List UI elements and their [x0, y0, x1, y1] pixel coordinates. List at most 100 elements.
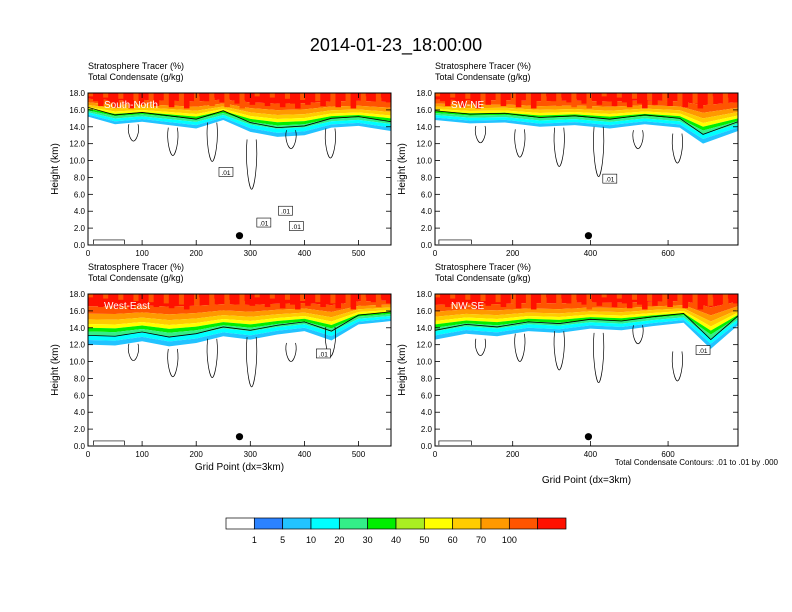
tracer-top-cell [647, 294, 653, 301]
x-tick-label: 500 [352, 249, 366, 258]
tracer-top-cell [103, 294, 109, 299]
tracer-top-cell [722, 93, 729, 107]
tracer-top-cell [375, 93, 382, 107]
tracer-top-cell [505, 294, 512, 299]
tracer-band-4 [435, 308, 738, 327]
tracer-top-cell [677, 294, 683, 304]
tracer-field [435, 294, 738, 446]
tracer-top-cell [672, 294, 678, 299]
condensate-contour-loop [474, 125, 486, 144]
tracer-top-cell [138, 294, 145, 306]
tracer-top-cell [380, 294, 387, 299]
y-tick-label: 6.0 [74, 190, 86, 199]
x-tick-label: 200 [190, 249, 204, 258]
condensate-contour-loop [671, 133, 683, 164]
tracer-top-cell [616, 294, 623, 299]
tracer-top-cell [118, 294, 124, 300]
tracer-top-cell [626, 93, 633, 108]
condensate-contour-surface [93, 239, 125, 245]
tracer-band-7 [88, 314, 391, 337]
tracer-top-cell [194, 93, 200, 105]
figure-title: 2014-01-23_18:00:00 [310, 35, 482, 56]
tracer-top-cell [611, 294, 618, 308]
tracer-top-cell [520, 294, 527, 300]
tracer-top-cell [158, 294, 165, 299]
tracer-top-cell [530, 93, 537, 109]
condensate-contour-loop [167, 127, 179, 156]
tracer-top-cell [470, 294, 476, 305]
y-tick-label: 10.0 [416, 358, 432, 367]
tracer-top-cell [455, 93, 461, 103]
y-tick-label: 0.0 [74, 442, 86, 451]
tracer-top-cell [138, 93, 145, 105]
tracer-top-cell [385, 294, 391, 304]
tracer-top-cell [662, 93, 668, 102]
tracer-field [88, 294, 391, 446]
tracer-top-cell [525, 93, 532, 104]
tracer-top-cell [183, 294, 190, 310]
tracer-top-cell [591, 93, 598, 100]
x-tick-label: 500 [352, 450, 366, 459]
tracer-top-cell [269, 93, 276, 98]
y-tick-label: 12.0 [416, 140, 432, 149]
tracer-top-cell [621, 93, 628, 103]
tracer-top-cell [657, 93, 663, 97]
tracer-top-cell [189, 93, 195, 100]
colorbar-swatch [508, 517, 539, 530]
y-tick-label: 0.0 [421, 442, 433, 451]
condensate-contour-upper [435, 110, 738, 135]
tracer-top-cell [214, 93, 220, 98]
tracer-top-cell [732, 93, 738, 103]
tracer-top-cell [435, 294, 441, 298]
tracer-top-cell [652, 294, 658, 306]
plot-frame [87, 293, 392, 447]
tracer-top-cell [335, 294, 341, 309]
tracer-top-cell [727, 294, 734, 299]
contour-label: .01 [699, 348, 708, 355]
colorbar-swatch [423, 517, 454, 530]
colorbar-swatch [338, 517, 369, 530]
tracer-top-cell [380, 93, 387, 98]
x-tick-label: 300 [244, 450, 258, 459]
y-tick-label: 2.0 [74, 224, 86, 233]
tracer-top-cell [310, 93, 316, 97]
tracer-top-cell [450, 93, 456, 98]
colorbar-label: 30 [363, 535, 373, 545]
location-marker [584, 433, 593, 441]
contour-label-box [278, 205, 293, 216]
y-tick-label: 0.0 [74, 241, 86, 250]
tracer-top-cell [123, 93, 129, 104]
contour-label-box [602, 173, 618, 184]
tracer-top-cell [586, 93, 593, 109]
tracer-top-cell [163, 294, 170, 304]
tracer-band-8 [435, 115, 738, 139]
condensate-contour-loop [514, 333, 526, 362]
tracer-top-cell [510, 294, 517, 304]
x-tick-label: 600 [661, 450, 675, 459]
tracer-top-cell [561, 93, 567, 98]
tracer-top-cell [541, 93, 547, 105]
tracer-top-cell [370, 93, 377, 102]
tracer-top-cell [310, 294, 316, 298]
tracer-band-9 [435, 117, 738, 144]
y-tick-label: 12.0 [416, 341, 432, 350]
tracer-top-cell [500, 294, 507, 308]
tracer-top-cell [546, 294, 552, 298]
x-tick-label: 200 [506, 450, 520, 459]
x-tick-label: 200 [506, 249, 520, 258]
y-tick-label: 2.0 [421, 224, 433, 233]
tracer-top-cell [335, 93, 341, 108]
y-tick-label: 18.0 [69, 290, 85, 299]
tracer-top-cell [485, 93, 492, 105]
tracer-top-cell [682, 93, 688, 108]
contour-label: .01 [605, 177, 614, 184]
tracer-top-cell [515, 294, 522, 309]
condensate-contour-loop [324, 128, 336, 159]
contour-label: .01 [319, 351, 328, 358]
panel-title: SW-NE [451, 100, 484, 111]
tracer-band-6 [435, 313, 738, 335]
tracer-top-cell [113, 93, 119, 108]
condensate-contour-loop [553, 127, 565, 167]
colorbar-swatch [310, 517, 340, 530]
tracer-band-7 [435, 113, 738, 135]
